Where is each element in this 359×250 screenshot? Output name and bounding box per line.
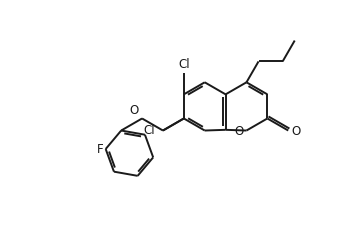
Text: O: O [130, 104, 139, 117]
Text: Cl: Cl [144, 123, 155, 136]
Text: F: F [97, 142, 104, 155]
Text: Cl: Cl [178, 58, 190, 71]
Text: O: O [291, 124, 300, 138]
Text: O: O [234, 124, 244, 138]
